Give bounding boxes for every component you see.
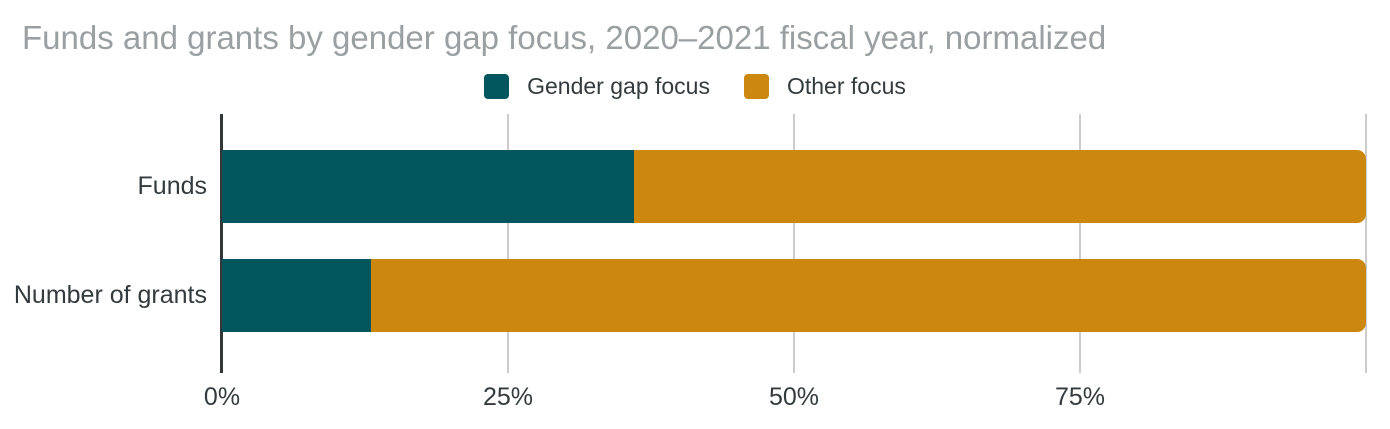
gridline <box>793 114 795 373</box>
gridline <box>1079 114 1081 373</box>
chart-legend: Gender gap focus Other focus <box>0 73 1390 99</box>
x-tick-label: 50% <box>768 383 820 411</box>
x-tick-label: 25% <box>482 383 534 411</box>
bar-segment-other-focus <box>370 259 1366 332</box>
legend-label: Other focus <box>786 72 906 99</box>
bar-segment-gender-gap-focus <box>222 259 371 332</box>
plot-area <box>220 114 1367 373</box>
legend-item: Gender gap focus <box>484 73 710 100</box>
category-label: Funds <box>137 172 207 200</box>
x-tick-label: 0% <box>203 383 241 411</box>
gridline <box>1365 114 1367 373</box>
bar-segment-gender-gap-focus <box>222 150 634 223</box>
legend-item: Other focus <box>743 72 906 100</box>
bar-row <box>222 259 1366 332</box>
gridline <box>507 114 509 373</box>
y-axis-line <box>220 114 223 373</box>
bar-row <box>222 150 1366 223</box>
chart-title: Funds and grants by gender gap focus, 20… <box>22 19 1107 56</box>
legend-swatch-icon <box>484 73 510 99</box>
bar-segment-other-focus <box>633 150 1366 223</box>
legend-swatch-icon <box>743 73 769 99</box>
x-tick-label: 75% <box>1054 383 1106 411</box>
legend-label: Gender gap focus <box>527 72 710 99</box>
category-label: Number of grants <box>13 281 207 309</box>
